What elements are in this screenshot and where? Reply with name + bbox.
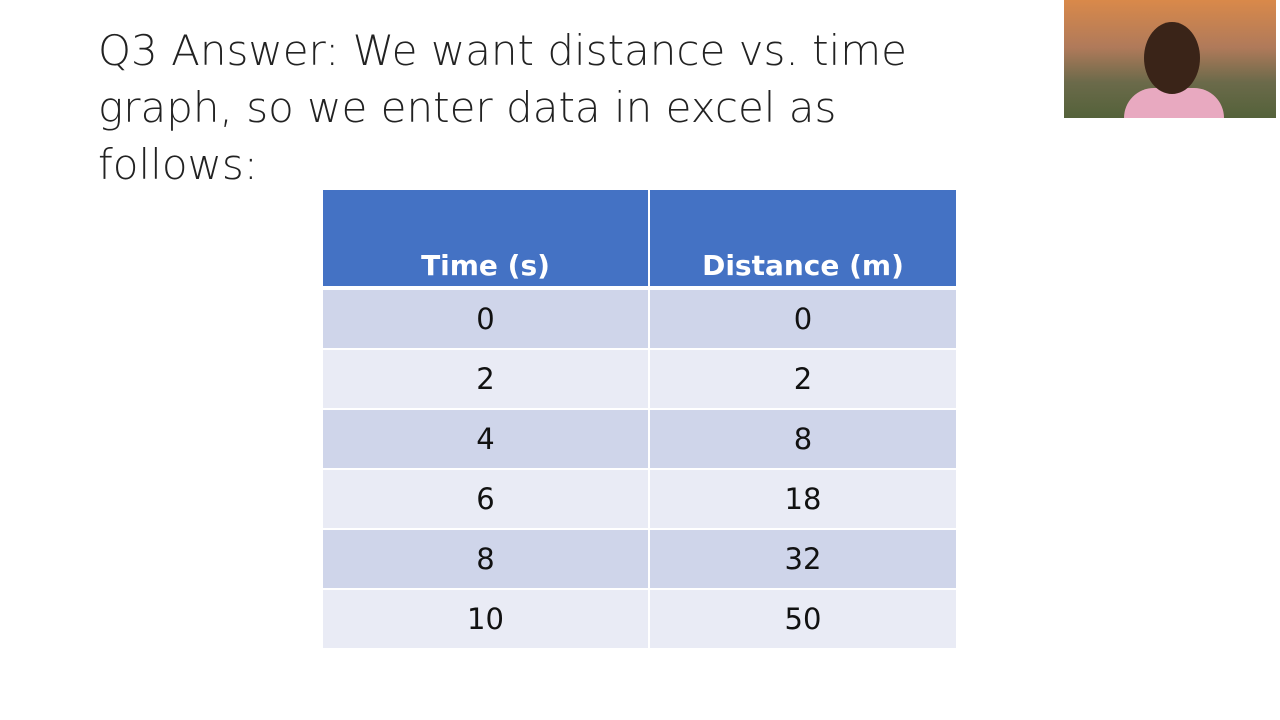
table-cell: 2 xyxy=(323,348,650,409)
table-cell: 0 xyxy=(649,287,956,349)
header-cell: Distance (m) xyxy=(649,190,956,290)
data-table: Time (s) Distance (m) 0 0 2 2 4 8 6 18 8 32 10 50 xyxy=(323,190,956,648)
slide-title: Q3 Answer: We want distance vs. time gra… xyxy=(98,26,908,189)
table-cell: 0 xyxy=(323,287,650,349)
webcam-video xyxy=(1064,0,1276,118)
table-cell: 50 xyxy=(649,588,956,648)
table-cell: 6 xyxy=(323,468,650,529)
table-cell: 4 xyxy=(323,408,650,469)
header-row: Time (s) Distance (m) xyxy=(323,190,956,290)
presenter-head xyxy=(1144,22,1200,94)
table-cell: 10 xyxy=(323,588,650,648)
table-cell: 2 xyxy=(649,348,956,409)
table-row: 10 50 xyxy=(323,588,956,648)
table-cell: 8 xyxy=(323,528,650,589)
table-cell: 8 xyxy=(649,408,956,469)
table-cell: 32 xyxy=(649,528,956,589)
table-cell: 18 xyxy=(649,468,956,529)
header-cell: Time (s) xyxy=(323,190,650,290)
table-row: 6 18 xyxy=(323,468,956,529)
table-row: 8 32 xyxy=(323,528,956,589)
